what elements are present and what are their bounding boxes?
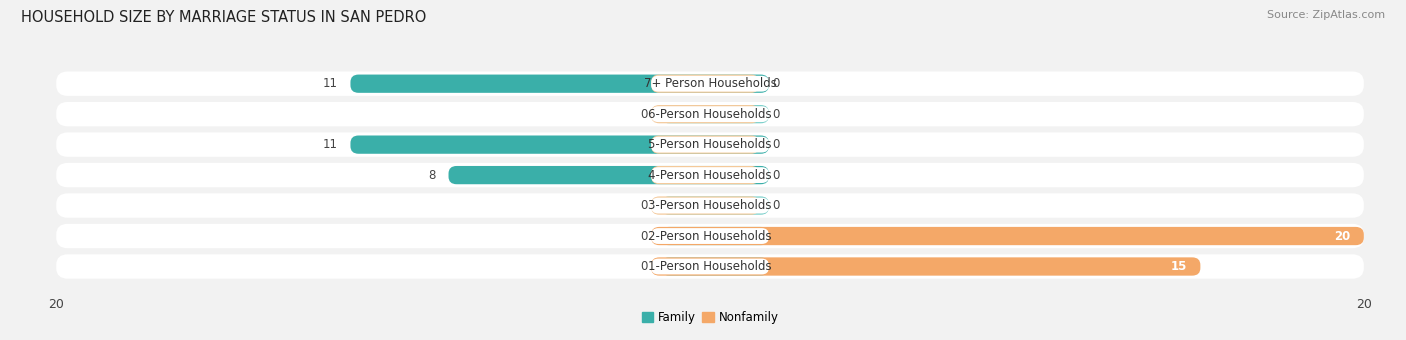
Text: 11: 11	[322, 77, 337, 90]
FancyBboxPatch shape	[661, 197, 769, 215]
FancyBboxPatch shape	[56, 163, 1364, 187]
FancyBboxPatch shape	[651, 136, 759, 154]
FancyBboxPatch shape	[651, 137, 769, 153]
FancyBboxPatch shape	[56, 102, 1364, 126]
FancyBboxPatch shape	[651, 198, 769, 214]
Text: 11: 11	[322, 138, 337, 151]
FancyBboxPatch shape	[661, 227, 769, 245]
Text: 4-Person Households: 4-Person Households	[648, 169, 772, 182]
Text: 0: 0	[641, 230, 648, 242]
FancyBboxPatch shape	[651, 228, 769, 244]
Text: Source: ZipAtlas.com: Source: ZipAtlas.com	[1267, 10, 1385, 20]
Text: 8: 8	[427, 169, 436, 182]
FancyBboxPatch shape	[651, 106, 769, 122]
Legend: Family, Nonfamily: Family, Nonfamily	[637, 306, 783, 329]
FancyBboxPatch shape	[651, 227, 1364, 245]
FancyBboxPatch shape	[350, 74, 769, 93]
Text: 0: 0	[641, 199, 648, 212]
Text: 0: 0	[772, 77, 779, 90]
FancyBboxPatch shape	[56, 254, 1364, 279]
Text: 0: 0	[772, 108, 779, 121]
Text: 7+ Person Households: 7+ Person Households	[644, 77, 776, 90]
FancyBboxPatch shape	[651, 166, 759, 184]
Text: 20: 20	[1334, 230, 1351, 242]
Text: 0: 0	[641, 260, 648, 273]
FancyBboxPatch shape	[449, 166, 769, 184]
Text: 6-Person Households: 6-Person Households	[648, 108, 772, 121]
Text: 0: 0	[772, 169, 779, 182]
FancyBboxPatch shape	[651, 167, 769, 183]
FancyBboxPatch shape	[661, 257, 769, 276]
Text: HOUSEHOLD SIZE BY MARRIAGE STATUS IN SAN PEDRO: HOUSEHOLD SIZE BY MARRIAGE STATUS IN SAN…	[21, 10, 426, 25]
FancyBboxPatch shape	[350, 136, 769, 154]
FancyBboxPatch shape	[661, 105, 769, 123]
FancyBboxPatch shape	[651, 74, 759, 93]
FancyBboxPatch shape	[651, 257, 1201, 276]
Text: 1-Person Households: 1-Person Households	[648, 260, 772, 273]
Text: 0: 0	[772, 199, 779, 212]
FancyBboxPatch shape	[651, 76, 769, 91]
Text: 3-Person Households: 3-Person Households	[648, 199, 772, 212]
FancyBboxPatch shape	[56, 224, 1364, 248]
FancyBboxPatch shape	[651, 105, 759, 123]
FancyBboxPatch shape	[56, 193, 1364, 218]
Text: 0: 0	[641, 108, 648, 121]
FancyBboxPatch shape	[56, 133, 1364, 157]
FancyBboxPatch shape	[651, 197, 759, 215]
Text: 5-Person Households: 5-Person Households	[648, 138, 772, 151]
FancyBboxPatch shape	[56, 71, 1364, 96]
Text: 0: 0	[772, 138, 779, 151]
FancyBboxPatch shape	[651, 259, 769, 274]
Text: 15: 15	[1171, 260, 1187, 273]
Text: 2-Person Households: 2-Person Households	[648, 230, 772, 242]
